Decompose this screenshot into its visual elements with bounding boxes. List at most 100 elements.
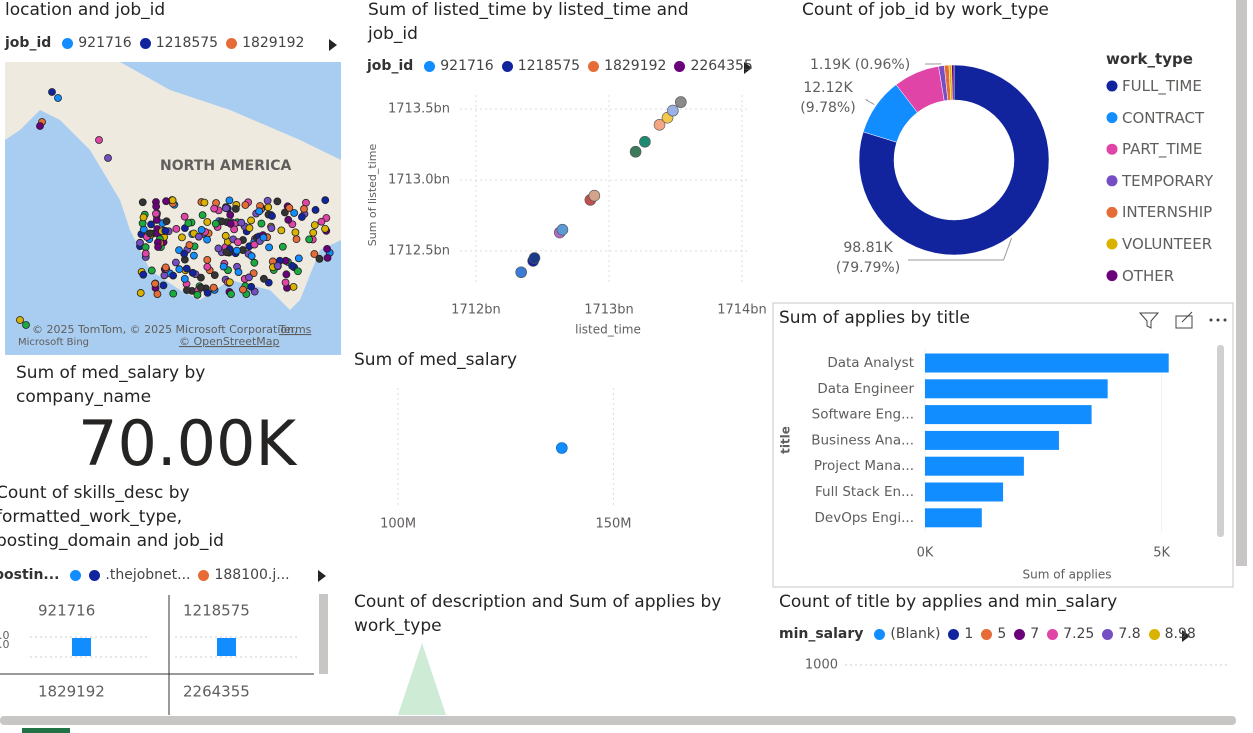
donut-slice xyxy=(951,64,955,101)
map-dot xyxy=(323,253,332,262)
scatter-point xyxy=(515,266,527,279)
map-terms[interactable]: Terms xyxy=(278,323,312,336)
y-tick-label: 1713.0bn xyxy=(388,173,450,188)
y-tick-label: Project Mana... xyxy=(814,458,914,474)
map-dot xyxy=(104,154,112,162)
bar xyxy=(925,353,1169,373)
map-dot xyxy=(222,204,230,213)
map-dot xyxy=(200,198,209,207)
legend-title: job_id xyxy=(5,35,52,51)
map-dot xyxy=(278,242,287,251)
map-dot xyxy=(136,238,144,247)
scatter-point xyxy=(667,104,679,117)
legend: postin... .thejobnet... 188100.j... xyxy=(0,567,290,583)
map-dot xyxy=(146,229,154,238)
map-dot xyxy=(273,197,282,206)
map-dot xyxy=(237,218,246,227)
bar xyxy=(925,430,1059,450)
map-dot xyxy=(197,273,205,282)
map-dot xyxy=(309,228,318,237)
x-axis-title: Sum of applies xyxy=(1023,568,1112,582)
x-tick-label: 1712bn xyxy=(451,303,501,318)
map-dot xyxy=(225,278,234,287)
legend-label: 1829192 xyxy=(604,58,667,74)
more-icon[interactable] xyxy=(1209,318,1227,322)
bar xyxy=(925,379,1108,399)
legend-label: 1829192 xyxy=(242,35,305,51)
y-tick-label: Business Ana... xyxy=(811,432,914,448)
y-tick-label: Data Engineer xyxy=(817,381,914,397)
y-axis-title: Sum of listed_time xyxy=(366,144,379,247)
legend-label: 7.25 xyxy=(1063,626,1095,642)
map-dot xyxy=(259,274,268,283)
y-tick-label: 1000 xyxy=(805,658,838,673)
card-value: 70.00K xyxy=(78,407,297,480)
map-dot xyxy=(245,273,253,282)
map-dot xyxy=(297,213,306,221)
legend-dot xyxy=(588,60,600,72)
focus-icon[interactable] xyxy=(1175,311,1193,329)
map-dot xyxy=(48,88,56,96)
legend-dot xyxy=(1106,206,1118,218)
map-dot xyxy=(154,243,162,251)
map-dot xyxy=(234,268,243,276)
leader-line xyxy=(864,99,875,106)
data-label: 98.81K (79.79%) xyxy=(835,240,901,276)
scrollbar[interactable] xyxy=(1236,0,1247,566)
bar xyxy=(925,508,982,528)
filter-icon[interactable] xyxy=(1138,312,1160,329)
page-tab[interactable] xyxy=(22,728,70,733)
y-tick-label: 1712.5bn xyxy=(388,243,450,258)
map-dot xyxy=(152,209,160,218)
scrollbar[interactable] xyxy=(0,716,1236,725)
map-dot xyxy=(315,254,324,263)
map-dot xyxy=(291,228,300,237)
map-dot xyxy=(294,254,303,263)
map-dot xyxy=(203,218,212,226)
y-tick-label: Data Analyst xyxy=(827,355,914,371)
map-dot xyxy=(265,243,273,252)
map-dot xyxy=(305,235,314,244)
scatter-point xyxy=(528,252,541,264)
map-dot xyxy=(153,290,162,299)
map-dot xyxy=(230,225,239,234)
map-dot xyxy=(245,224,254,232)
scrollbar[interactable] xyxy=(1217,345,1224,537)
legend-dot xyxy=(1148,628,1160,640)
map-osm[interactable]: © OpenStreetMap xyxy=(179,335,280,348)
scatter-point xyxy=(556,442,568,454)
panel-header: 2264355 xyxy=(183,683,250,701)
legend-label: 7 xyxy=(1030,626,1040,642)
map-dot xyxy=(219,262,228,271)
map-dot xyxy=(193,290,202,299)
scrollbar[interactable] xyxy=(319,594,328,674)
legend-label: 8.98 xyxy=(1164,626,1196,642)
map-land xyxy=(5,62,341,310)
map-dot xyxy=(231,204,240,213)
map-dot xyxy=(161,263,170,272)
map-dot xyxy=(239,285,247,294)
map-dot xyxy=(250,240,259,249)
legend-dot xyxy=(1102,628,1114,640)
map-dot xyxy=(273,261,282,270)
legend-arrow xyxy=(329,39,337,51)
panel-header: 1218575 xyxy=(183,602,250,620)
matrix-mark xyxy=(217,638,236,656)
legend-label: 7.8 xyxy=(1118,626,1141,642)
map-dot xyxy=(203,235,212,244)
map-dot xyxy=(185,241,194,249)
map-attribution: © 2025 TomTom, © 2025 Microsoft Corporat… xyxy=(32,323,298,336)
visual-title: Count of title by applies and min_salary xyxy=(779,592,1118,612)
map-dot xyxy=(267,224,276,233)
map-dot xyxy=(285,204,294,212)
map-dot xyxy=(289,283,298,291)
visual-title: Sum of listed_time by listed_time and jo… xyxy=(368,0,689,44)
legend-dot xyxy=(1106,80,1118,92)
map-dot xyxy=(180,249,189,258)
legend-dot xyxy=(70,569,82,581)
map-dot xyxy=(247,216,255,225)
legend-label: TEMPORARY xyxy=(1122,171,1214,190)
x-tick-label: 5K xyxy=(1153,546,1170,561)
legend-dot xyxy=(501,60,513,72)
